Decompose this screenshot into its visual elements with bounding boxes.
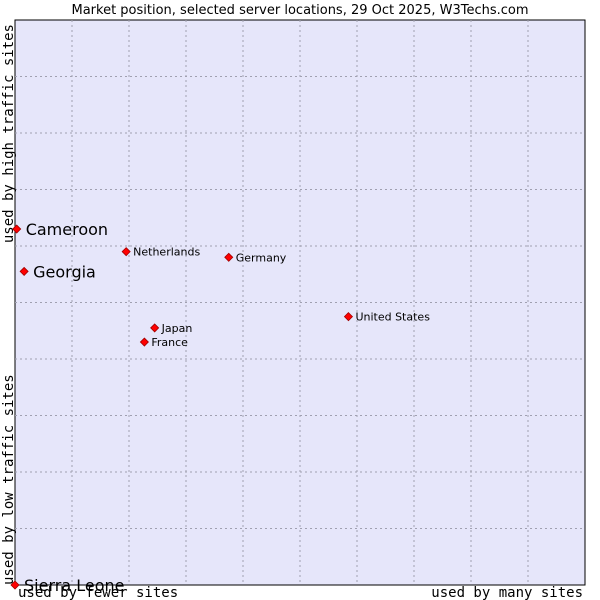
grid-lines <box>15 20 585 585</box>
point-label-germany: Germany <box>236 251 287 264</box>
point-label-cameroon: Cameroon <box>26 220 108 239</box>
point-marker-cameroon <box>12 224 22 234</box>
point-label-sierra-leone: Sierra Leone <box>24 576 124 595</box>
point-label-georgia: Georgia <box>33 262 96 281</box>
point-label-france: France <box>151 336 188 349</box>
point-marker-germany <box>224 252 234 262</box>
point-label-netherlands: Netherlands <box>133 246 200 259</box>
point-marker-netherlands <box>121 247 131 257</box>
y-axis-label-high: used by high traffic sites <box>1 24 17 243</box>
point-marker-japan <box>150 323 160 333</box>
point-marker-united-states <box>343 312 354 322</box>
point-label-japan: Japan <box>161 322 193 335</box>
x-axis-label-high: used by many sites <box>431 585 583 600</box>
point-marker-france <box>139 337 149 347</box>
y-axis-label-low: used by low traffic sites <box>1 374 17 585</box>
data-points: Cameroon Georgia Sierra Leone Netherlands Ge… <box>10 220 430 595</box>
point-marker-georgia <box>19 266 29 276</box>
point-label-united-states: United States <box>355 311 430 324</box>
point-marker-sierra-leone <box>10 580 20 590</box>
chart-title: Market position, selected server locatio… <box>71 3 528 18</box>
x-axis-label-low: used by fewer sites <box>18 585 178 600</box>
